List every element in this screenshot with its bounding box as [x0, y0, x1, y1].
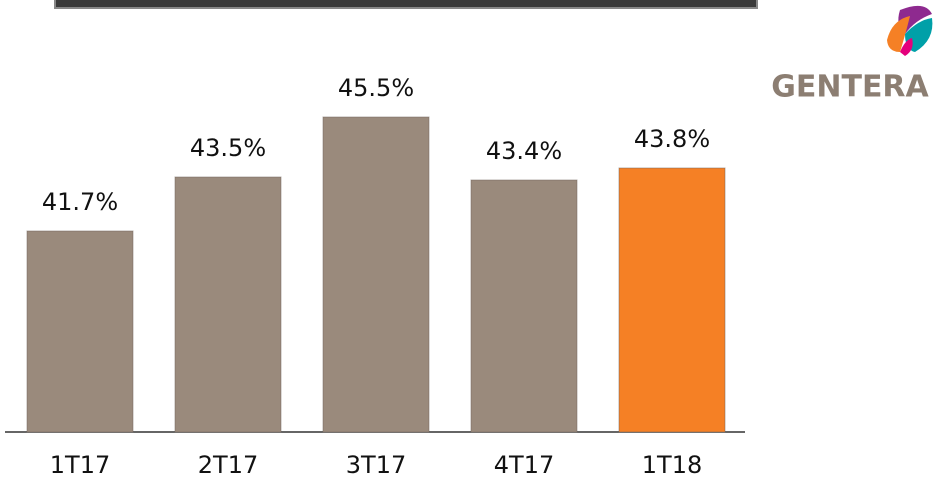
logo-text: GENTERA: [771, 70, 929, 105]
bar: [618, 167, 726, 433]
bar: [322, 116, 430, 433]
x-tick-label: 4T17: [494, 451, 554, 479]
header-bar: [54, 0, 758, 9]
x-tick-label: 1T17: [50, 451, 110, 479]
data-label: 43.4%: [486, 137, 562, 165]
data-label: 43.8%: [634, 125, 710, 153]
logo-icon: [887, 5, 933, 56]
data-label: 45.5%: [338, 74, 414, 102]
bar: [26, 230, 134, 433]
x-tick-label: 3T17: [346, 451, 406, 479]
bar: [174, 176, 282, 433]
bar: [470, 179, 578, 433]
x-tick-label: 2T17: [198, 451, 258, 479]
data-label: 41.7%: [42, 188, 118, 216]
data-label: 43.5%: [190, 134, 266, 162]
x-tick-label: 1T18: [642, 451, 702, 479]
